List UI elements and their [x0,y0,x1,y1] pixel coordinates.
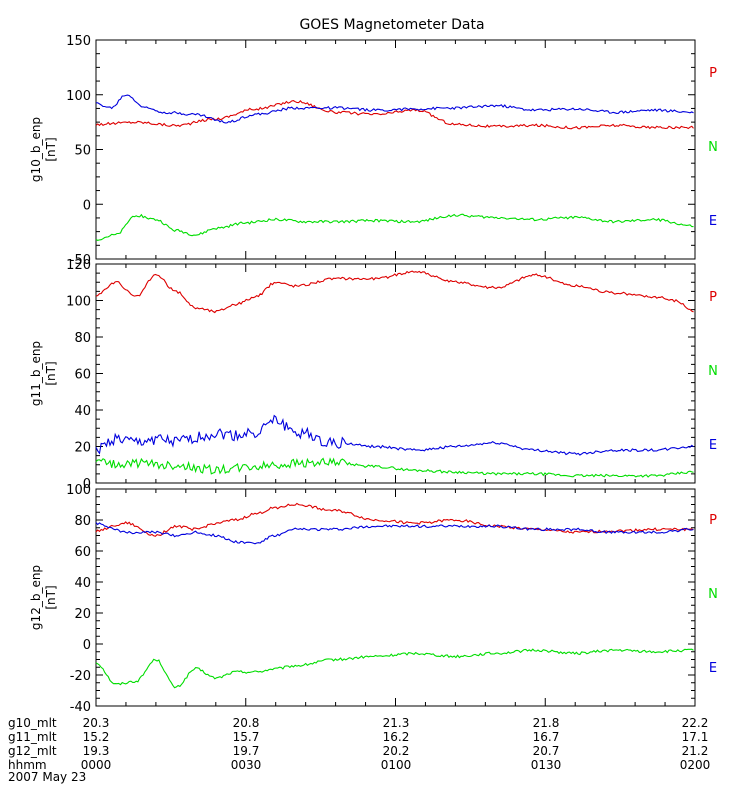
legend-p: P [709,513,717,528]
series-line-e [95,414,694,456]
y-tick-label: -20 [70,669,91,684]
legend-e: E [709,214,717,229]
y-axis-label: g11_b_enp [29,341,43,406]
series-line-p [95,99,694,130]
series-line-e [95,522,694,545]
legend-p: P [709,290,717,305]
y-tick-label: 100 [66,483,91,498]
y-tick-label: 60 [74,545,91,560]
footer-date: 2007 May 23 [8,770,86,784]
y-axis-unit: [nT] [44,361,58,385]
y-axis-label: g12_b_enp [29,565,43,630]
legend-n: N [708,140,718,155]
chart-title: GOES Magnetometer Data [299,17,484,33]
footer-value: 17.1 [682,730,709,744]
y-tick-label: -50 [70,253,91,268]
y-axis-unit: [nT] [44,585,58,609]
y-tick-label: 0 [83,477,91,492]
panel-frame [95,263,696,484]
footer-value: 0030 [231,758,262,772]
footer-row-label: g12_mlt [8,744,57,758]
footer-value: 19.7 [233,744,260,758]
y-tick-label: 80 [74,514,91,529]
series-line-n [95,457,694,478]
footer-value: 20.7 [533,744,560,758]
y-tick-label: 50 [74,144,91,159]
y-tick-label: 100 [66,295,91,310]
series-line-n [95,213,694,241]
footer-value: 21.2 [682,744,709,758]
footer-value: 21.8 [533,716,560,730]
y-tick-label: 120 [66,258,91,273]
footer-value: 0100 [381,758,412,772]
legend-e: E [709,438,717,453]
y-tick-label: 0 [83,638,91,653]
footer-value: 22.2 [682,716,709,730]
y-tick-label: 20 [74,441,91,456]
footer-value: 16.2 [383,730,410,744]
footer-row-label: hhmm [8,758,47,772]
panel-3: -40 -20 0 20 40 60 80 100 g12_b_enp [nT] P N E [29,483,718,715]
y-tick-label: 0 [83,198,91,213]
y-tick-label: 80 [74,331,91,346]
footer-value: 16.7 [533,730,560,744]
y-tick-label: 60 [74,368,91,383]
series-line-n [95,648,694,689]
series-line-e [96,94,694,124]
footer-value: 20.3 [83,716,110,730]
series-line-p [95,270,694,314]
footer-value: 0000 [81,758,112,772]
footer-row-label: g10_mlt [8,716,57,730]
panel-frame [95,39,696,260]
footer-value: 19.3 [83,744,110,758]
y-tick-label: 40 [74,576,91,591]
panel-1: -50 0 50 100 150 g10_b_enp [nT] P N E [29,34,718,268]
series-line-p [95,502,694,537]
footer-table: g10_mlt 20.3 20.8 21.3 21.8 22.2 g11_mlt 15.2 15… [8,716,710,772]
panel-2: 0 20 40 60 80 100 120 g11_b_enp [nT] P N E [29,258,718,492]
y-tick-label: 20 [74,607,91,622]
legend-n: N [708,364,718,379]
footer-value: 15.7 [233,730,260,744]
legend-n: N [708,587,718,602]
y-tick-label: 40 [74,404,91,419]
legend-p: P [709,66,717,81]
footer-row-label: g11_mlt [8,730,57,744]
y-axis-unit: [nT] [44,137,58,161]
footer-value: 0130 [531,758,562,772]
y-tick-label: 100 [66,89,91,104]
legend-e: E [709,661,717,676]
y-tick-label: -40 [70,700,91,715]
footer-value: 0200 [680,758,711,772]
footer-value: 15.2 [83,730,110,744]
footer-value: 21.3 [383,716,410,730]
y-axis-label: g10_b_enp [29,117,43,182]
footer-value: 20.2 [383,744,410,758]
footer-value: 20.8 [233,716,260,730]
y-tick-label: 150 [66,34,91,49]
